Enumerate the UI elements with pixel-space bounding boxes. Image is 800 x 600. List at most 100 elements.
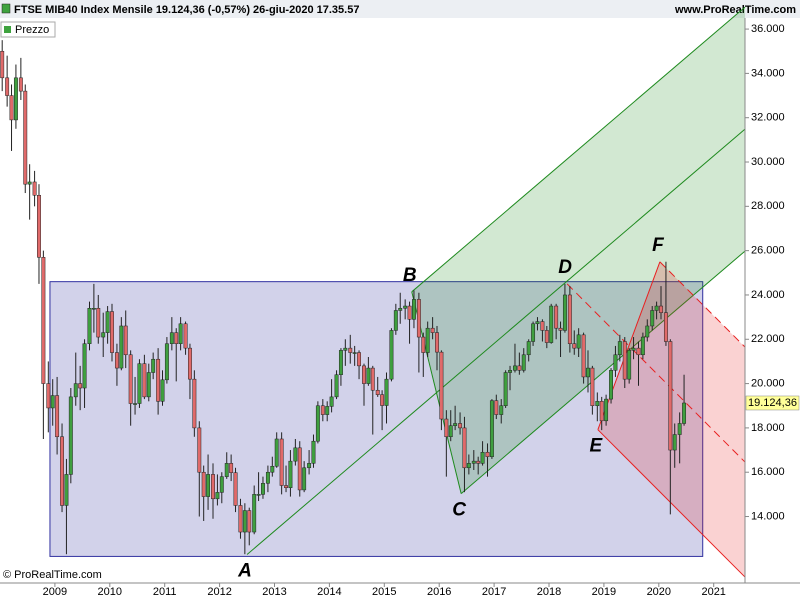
- candle-body: [375, 389, 380, 395]
- candle-body: [540, 321, 545, 331]
- candle-body: [334, 374, 339, 398]
- candle-body: [425, 327, 430, 353]
- candle-body: [315, 405, 320, 442]
- candle-body: [677, 423, 682, 435]
- x-tick-label: 2012: [207, 586, 231, 598]
- candle-body: [91, 308, 96, 310]
- fork-area: [411, 7, 745, 494]
- candle-body: [101, 332, 106, 338]
- candle-body: [384, 378, 389, 406]
- candle-body: [554, 305, 559, 329]
- candle-body: [590, 367, 595, 406]
- candle-body: [73, 383, 78, 398]
- candle-body: [430, 327, 435, 333]
- candle-body: [599, 401, 604, 422]
- chart-title: FTSE MIB40 Index Mensile 19.124,36 (-0,5…: [14, 4, 359, 16]
- candle-body: [572, 343, 577, 349]
- candle-body: [5, 77, 10, 96]
- candle-body: [325, 406, 330, 415]
- candle-body: [219, 476, 224, 493]
- candle-body: [421, 336, 426, 353]
- y-tick-label: 20.000: [751, 377, 785, 389]
- candle-body: [343, 347, 348, 351]
- candle-body: [64, 474, 69, 506]
- candle-body: [96, 308, 101, 338]
- candle-body: [380, 394, 385, 406]
- x-tick-label: 2010: [98, 586, 122, 598]
- candle-body: [252, 494, 257, 533]
- fork-median: [246, 128, 746, 555]
- candle-body: [87, 308, 92, 344]
- x-tick-label: 2019: [592, 586, 616, 598]
- candle-body: [631, 347, 636, 351]
- fork-upper: [597, 429, 746, 578]
- candle-body: [398, 308, 403, 311]
- candle-body: [453, 423, 458, 426]
- candle-body: [586, 367, 590, 378]
- candle-body: [499, 405, 504, 415]
- fork-lower: [659, 261, 746, 348]
- candle-body: [645, 325, 650, 338]
- legend: [0, 21, 56, 38]
- pivot-label: A: [237, 561, 252, 582]
- site-link[interactable]: www.ProRealTime.com: [674, 4, 796, 16]
- candle-body: [279, 438, 284, 486]
- candle-body: [211, 474, 215, 500]
- pivot-label: F: [652, 235, 665, 256]
- candle-body: [581, 334, 586, 378]
- x-tick-label: 2018: [537, 586, 561, 598]
- candle-body: [78, 383, 83, 389]
- candle-body: [41, 257, 46, 384]
- candle-body: [0, 50, 5, 79]
- candle-body: [526, 341, 531, 356]
- fork-upper: [411, 6, 746, 293]
- pivot-label: B: [403, 265, 417, 286]
- candle-body: [329, 396, 334, 407]
- candle-body: [137, 363, 142, 404]
- x-tick-label: 2013: [262, 586, 286, 598]
- candle-body: [270, 465, 275, 473]
- candle-body: [32, 181, 37, 196]
- candle-body: [174, 332, 179, 344]
- candle-body: [50, 395, 55, 409]
- y-tick-label: 24.000: [751, 289, 785, 301]
- candle-body: [215, 492, 220, 500]
- candle-body: [544, 330, 549, 343]
- candle-body: [13, 77, 18, 121]
- candle-body: [567, 294, 572, 344]
- candle-body: [659, 305, 663, 313]
- y-tick-label: 14.000: [751, 510, 785, 522]
- candle-body: [672, 434, 677, 451]
- candle-body: [265, 471, 270, 484]
- candle-body: [435, 332, 439, 353]
- candle-body: [627, 350, 632, 380]
- range-box: [49, 281, 704, 557]
- candle-body: [462, 427, 467, 469]
- candle-body: [68, 396, 73, 475]
- candle-body: [224, 463, 229, 477]
- candle-body: [142, 363, 147, 398]
- x-tick-label: 2014: [317, 586, 341, 598]
- legend-swatch: [4, 26, 11, 33]
- candle-body: [55, 395, 60, 438]
- candle-body: [531, 323, 536, 342]
- fork-lower: [460, 250, 746, 494]
- pivot-label: C: [452, 500, 466, 521]
- candle-body: [458, 423, 463, 429]
- candle-body: [411, 299, 416, 320]
- candle-body: [164, 343, 169, 381]
- candle-body: [178, 323, 183, 344]
- candle-body: [604, 398, 609, 422]
- last-price-label: 19.124,36: [748, 397, 797, 409]
- candle-body: [293, 447, 298, 462]
- candle-body: [448, 425, 453, 438]
- candle-body: [654, 305, 659, 311]
- candle-body: [352, 352, 357, 354]
- candle-body: [247, 510, 252, 533]
- candle-body: [82, 343, 87, 389]
- candle-body: [206, 474, 211, 497]
- y-tick-label: 22.000: [751, 333, 785, 345]
- candle-body: [261, 483, 265, 495]
- candle-body: [480, 452, 485, 464]
